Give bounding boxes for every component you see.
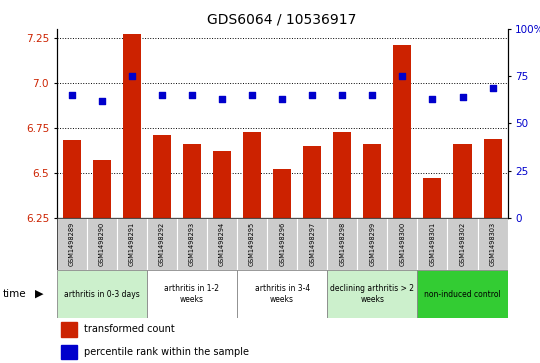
Point bbox=[458, 94, 467, 100]
Text: GSM1498301: GSM1498301 bbox=[429, 222, 435, 266]
Point bbox=[248, 92, 256, 98]
Text: GSM1498302: GSM1498302 bbox=[460, 222, 465, 266]
Text: GSM1498293: GSM1498293 bbox=[189, 222, 195, 266]
Bar bbox=[477, 218, 508, 270]
Text: GSM1498290: GSM1498290 bbox=[99, 222, 105, 266]
Text: GSM1498295: GSM1498295 bbox=[249, 222, 255, 266]
Point bbox=[368, 92, 376, 98]
Point bbox=[488, 85, 497, 90]
Text: GSM1498291: GSM1498291 bbox=[129, 222, 135, 266]
Text: GSM1498298: GSM1498298 bbox=[339, 222, 345, 266]
Bar bbox=[61, 345, 77, 359]
Bar bbox=[448, 218, 477, 270]
Point bbox=[278, 96, 286, 102]
Bar bbox=[61, 322, 77, 337]
Text: GSM1498289: GSM1498289 bbox=[69, 222, 75, 266]
Bar bbox=[423, 178, 442, 218]
Bar bbox=[213, 151, 231, 218]
Bar bbox=[393, 45, 411, 218]
Point bbox=[398, 73, 407, 79]
Bar bbox=[87, 218, 117, 270]
Text: transformed count: transformed count bbox=[84, 325, 174, 334]
Text: GSM1498296: GSM1498296 bbox=[279, 222, 285, 266]
Text: declining arthritis > 2
weeks: declining arthritis > 2 weeks bbox=[330, 284, 414, 304]
Bar bbox=[357, 218, 387, 270]
Text: arthritis in 1-2
weeks: arthritis in 1-2 weeks bbox=[165, 284, 219, 304]
Point bbox=[338, 92, 347, 98]
Point bbox=[158, 92, 166, 98]
Text: GSM1498292: GSM1498292 bbox=[159, 222, 165, 266]
Point bbox=[428, 96, 437, 102]
Bar bbox=[147, 270, 237, 318]
Bar bbox=[327, 218, 357, 270]
Text: GSM1498297: GSM1498297 bbox=[309, 222, 315, 266]
Point bbox=[308, 92, 316, 98]
Bar bbox=[267, 218, 297, 270]
Bar bbox=[237, 270, 327, 318]
Text: GSM1498303: GSM1498303 bbox=[490, 222, 496, 266]
Bar bbox=[483, 139, 502, 218]
Bar bbox=[327, 270, 417, 318]
Bar bbox=[333, 131, 352, 218]
Bar bbox=[177, 218, 207, 270]
Text: non-induced control: non-induced control bbox=[424, 290, 501, 298]
Bar bbox=[117, 218, 147, 270]
Point bbox=[97, 98, 106, 104]
Bar bbox=[417, 270, 508, 318]
Bar bbox=[273, 169, 291, 218]
Bar bbox=[454, 144, 471, 218]
Text: GSM1498294: GSM1498294 bbox=[219, 222, 225, 266]
Point bbox=[68, 92, 76, 98]
Text: time: time bbox=[3, 289, 26, 299]
Bar bbox=[123, 34, 141, 218]
Bar bbox=[153, 135, 171, 218]
Text: arthritis in 3-4
weeks: arthritis in 3-4 weeks bbox=[254, 284, 310, 304]
Text: percentile rank within the sample: percentile rank within the sample bbox=[84, 347, 249, 357]
Bar bbox=[243, 131, 261, 218]
Text: arthritis in 0-3 days: arthritis in 0-3 days bbox=[64, 290, 140, 298]
Point bbox=[218, 96, 226, 102]
Bar bbox=[363, 144, 381, 218]
Bar bbox=[297, 218, 327, 270]
Bar bbox=[147, 218, 177, 270]
Bar bbox=[57, 270, 147, 318]
Bar bbox=[417, 218, 448, 270]
Bar bbox=[63, 140, 81, 218]
Bar bbox=[237, 218, 267, 270]
Bar bbox=[387, 218, 417, 270]
Bar bbox=[183, 144, 201, 218]
Bar bbox=[207, 218, 237, 270]
Bar bbox=[57, 218, 87, 270]
Text: ▶: ▶ bbox=[35, 289, 44, 299]
Bar bbox=[303, 146, 321, 218]
Text: GSM1498299: GSM1498299 bbox=[369, 222, 375, 266]
Point bbox=[127, 73, 136, 79]
Bar bbox=[93, 160, 111, 218]
Text: GSM1498300: GSM1498300 bbox=[400, 222, 406, 266]
Title: GDS6064 / 10536917: GDS6064 / 10536917 bbox=[207, 12, 357, 26]
Point bbox=[188, 92, 197, 98]
